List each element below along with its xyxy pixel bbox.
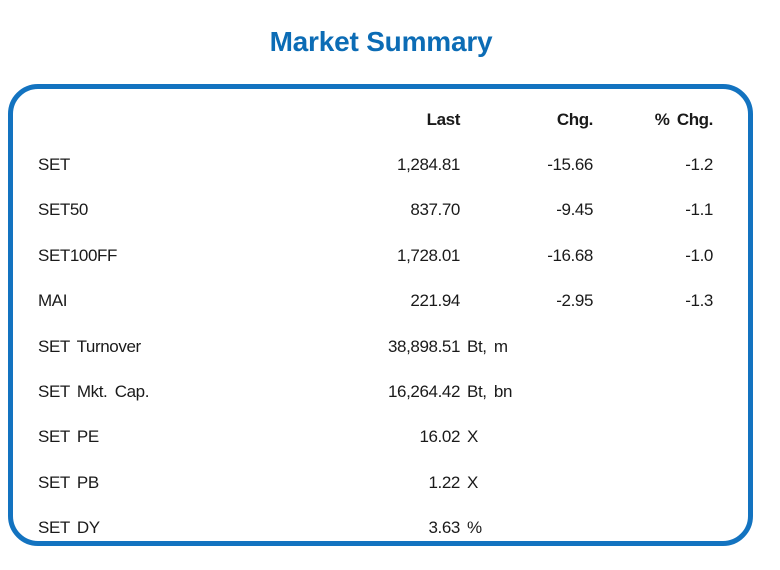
unit-label: % xyxy=(467,518,482,538)
row-label: SET DY xyxy=(38,518,100,538)
table-row: SET DY 3.63 % xyxy=(38,506,748,541)
row-label: SET100FF xyxy=(38,245,117,265)
last-value: 1.22 xyxy=(428,472,461,492)
chg-value: -2.95 xyxy=(556,291,593,311)
row-label: SET Mkt. Cap. xyxy=(38,382,150,402)
last-value: 16.02 xyxy=(419,427,460,447)
unit-label: Bt, bn xyxy=(467,382,513,402)
chg-value: -15.66 xyxy=(547,155,593,175)
chg-value: -9.45 xyxy=(556,200,593,220)
row-label: SET PE xyxy=(38,427,99,447)
col-header-chg: Chg. xyxy=(556,109,594,129)
table-row: MAI 221.94 -2.95 -1.3 xyxy=(38,279,748,324)
pct-chg-value: -1.3 xyxy=(685,291,713,311)
table-row: SET PE 16.02 X xyxy=(38,415,748,460)
pct-chg-value: -1.0 xyxy=(685,245,713,265)
table-header-row: Last Chg. % Chg. xyxy=(38,97,748,142)
table-row: SET PB 1.22 X xyxy=(38,460,748,505)
last-value: 38,898.51 xyxy=(387,336,460,356)
last-value: 221.94 xyxy=(410,291,460,311)
unit-label: Bt, m xyxy=(467,336,508,356)
pct-chg-value: -1.1 xyxy=(685,200,713,220)
unit-label: X xyxy=(467,427,478,447)
unit-label: X xyxy=(467,472,478,492)
col-header-pct-chg: % Chg. xyxy=(654,109,714,129)
row-label: SET50 xyxy=(38,200,88,220)
last-value: 3.63 xyxy=(428,518,461,538)
table-row: SET50 837.70 -9.45 -1.1 xyxy=(38,188,748,233)
table-row: SET100FF 1,728.01 -16.68 -1.0 xyxy=(38,233,748,278)
row-label: SET xyxy=(38,155,70,175)
table-row: SET Mkt. Cap. 16,264.42 Bt, bn xyxy=(38,369,748,414)
market-summary-panel: Last Chg. % Chg. SET 1,284.81 -15.66 -1.… xyxy=(8,84,753,546)
row-label: MAI xyxy=(38,291,68,311)
last-value: 1,284.81 xyxy=(397,155,460,175)
row-label: SET PB xyxy=(38,472,99,492)
pct-chg-value: -1.2 xyxy=(685,155,713,175)
col-header-last: Last xyxy=(426,109,461,129)
table-row: SET Turnover 38,898.51 Bt, m xyxy=(38,324,748,369)
chg-value: -16.68 xyxy=(547,245,593,265)
page-title: Market Summary xyxy=(269,26,493,57)
last-value: 16,264.42 xyxy=(387,382,460,402)
last-value: 837.70 xyxy=(410,200,460,220)
row-label: SET Turnover xyxy=(38,336,141,356)
table-body: SET 1,284.81 -15.66 -1.2 SET50 837.70 -9… xyxy=(38,142,748,541)
table-row: SET 1,284.81 -15.66 -1.2 xyxy=(38,142,748,187)
last-value: 1,728.01 xyxy=(397,245,460,265)
